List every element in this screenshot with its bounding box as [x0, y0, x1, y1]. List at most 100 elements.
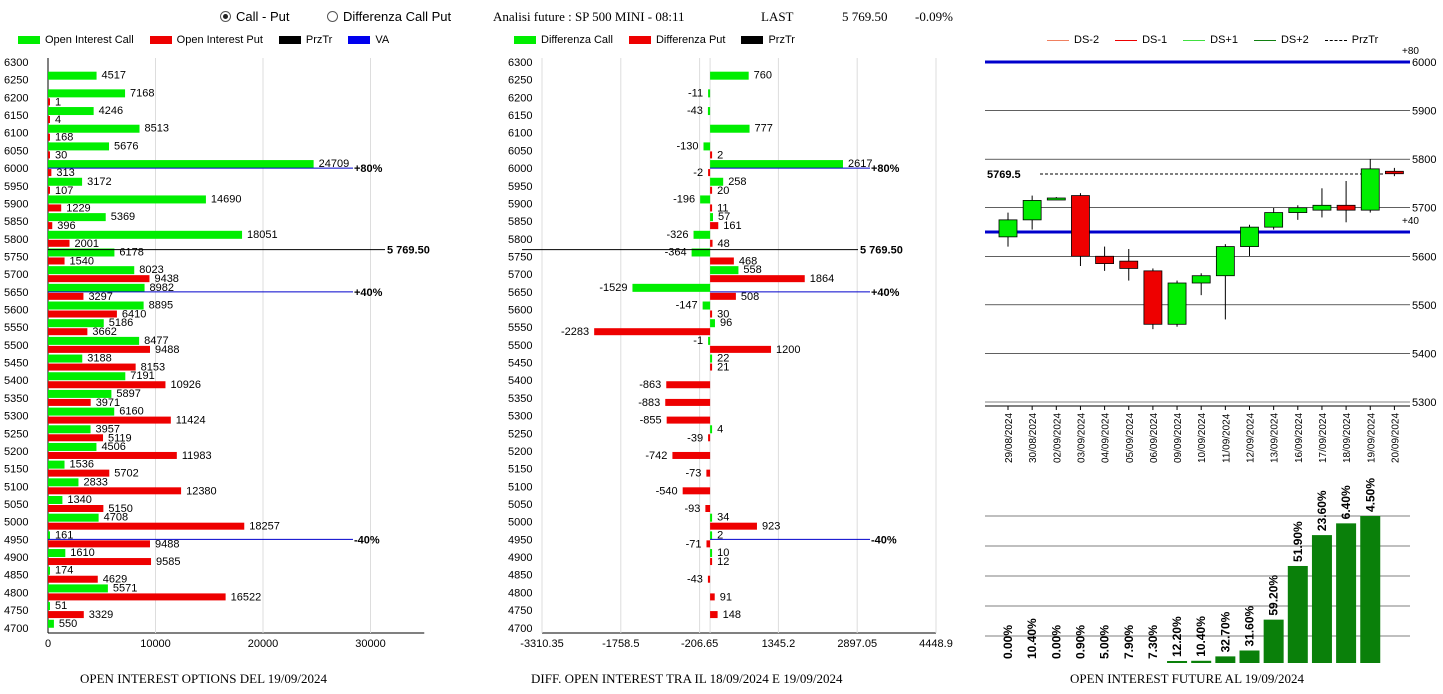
- data-label: 3971: [96, 397, 120, 409]
- bar: [48, 469, 110, 477]
- data-label: 1: [55, 96, 61, 108]
- data-label: 7168: [130, 87, 154, 99]
- bar: [710, 345, 772, 353]
- data-label: 313: [56, 167, 74, 179]
- bar: [48, 310, 117, 318]
- bar: [710, 124, 750, 133]
- bar: [710, 310, 713, 318]
- bar: [703, 142, 711, 151]
- legend-label: Open Interest Put: [176, 34, 263, 46]
- data-label: 396: [57, 220, 75, 232]
- tick-label: 5050: [508, 499, 532, 511]
- bar: [48, 230, 243, 239]
- radio-selected-icon: [220, 11, 231, 22]
- bar: [48, 328, 88, 336]
- tick-label: 5000: [4, 517, 28, 529]
- bar: [710, 222, 719, 230]
- bar: [48, 301, 144, 310]
- data-label: 5676: [114, 140, 138, 152]
- legend-label: DS-1: [1142, 34, 1168, 46]
- tick-label: 5800: [4, 234, 28, 246]
- bar: [706, 469, 711, 477]
- tick-label: 6150: [4, 110, 28, 122]
- tick-label: -1758.5: [602, 638, 639, 650]
- data-label: -326: [667, 229, 689, 241]
- data-label: 59.20%: [1267, 575, 1281, 616]
- legend-swatch: [741, 36, 764, 44]
- tick-label: 5400: [508, 375, 532, 387]
- tick-label: 5200: [508, 446, 532, 458]
- bar: [710, 266, 739, 275]
- footer-right: OPEN INTEREST FUTURE AL 19/09/2024: [1070, 671, 1305, 686]
- bar: [666, 381, 711, 389]
- data-label: 174: [55, 565, 73, 577]
- data-label: 2001: [75, 238, 99, 250]
- radio-call-put[interactable]: Call - Put: [220, 9, 289, 24]
- bar: [710, 275, 805, 283]
- data-label: 9438: [154, 273, 178, 285]
- bar: [700, 195, 711, 204]
- tick-label: 4900: [4, 552, 28, 564]
- bar: [48, 566, 50, 575]
- bar: [691, 248, 711, 257]
- data-label: 20: [717, 185, 729, 197]
- tick-label: 4800: [4, 587, 28, 599]
- bar: [682, 487, 711, 495]
- bar: [710, 354, 713, 363]
- tick-label: 6300: [508, 57, 532, 69]
- data-label: 6178: [119, 246, 143, 258]
- data-label: 1864: [810, 273, 834, 285]
- data-label: 760: [754, 70, 772, 82]
- last-change: -0.09%: [915, 9, 953, 24]
- bar: [710, 177, 724, 186]
- tick-label: 6300: [4, 57, 28, 69]
- bar: [48, 549, 66, 558]
- bar: [710, 292, 736, 300]
- legend-left: Open Interest Call Open Interest Put Prz…: [18, 34, 405, 46]
- tick-label: 5750: [508, 251, 532, 263]
- radio-differenza[interactable]: Differenza Call Put: [327, 9, 451, 24]
- tick-label: 4850: [4, 570, 28, 582]
- bar: [48, 389, 112, 398]
- bar: [48, 460, 65, 469]
- tick-label: 5200: [4, 446, 28, 458]
- candle: [1046, 197, 1066, 201]
- data-label: 12.20%: [1170, 616, 1184, 657]
- bar: [48, 425, 91, 434]
- data-label: 6160: [119, 406, 143, 418]
- bar: [48, 89, 126, 98]
- legend-line: [1115, 39, 1138, 41]
- data-label: 48: [718, 238, 730, 250]
- tick-label: 4950: [4, 534, 28, 546]
- data-label: -883: [638, 397, 660, 409]
- data-label: 11983: [182, 450, 212, 462]
- bar: [710, 319, 715, 328]
- legend-swatch: [514, 36, 536, 44]
- data-label: 11424: [176, 415, 206, 427]
- candle: [1385, 170, 1404, 175]
- tick-label: 20/09/2024: [1390, 413, 1401, 463]
- legend-label: Open Interest Call: [45, 34, 134, 46]
- data-label: -73: [685, 468, 701, 480]
- legend-label: DS+2: [1280, 34, 1309, 46]
- bar: [48, 611, 84, 619]
- candle: [1215, 246, 1235, 277]
- tick-label: 5950: [508, 181, 532, 193]
- tick-label: 6250: [4, 75, 28, 87]
- ref-label: +40%: [871, 287, 900, 299]
- bar: [666, 416, 711, 424]
- legend-label: VA: [375, 34, 390, 46]
- data-label: 4517: [102, 70, 126, 82]
- ref-label: 5 769.50: [387, 245, 430, 257]
- tick-label: 18/09/2024: [1342, 413, 1353, 463]
- candle: [1360, 168, 1380, 211]
- bar: [48, 177, 83, 186]
- tick-label: 30000: [355, 638, 386, 650]
- radio-call-put-label: Call - Put: [236, 9, 290, 24]
- tick-label: 6200: [4, 92, 28, 104]
- bar: [48, 372, 126, 381]
- candle: [1240, 226, 1259, 247]
- candle: [1336, 204, 1356, 211]
- tick-label: 5600: [508, 305, 532, 317]
- ref-label: +80%: [871, 163, 900, 175]
